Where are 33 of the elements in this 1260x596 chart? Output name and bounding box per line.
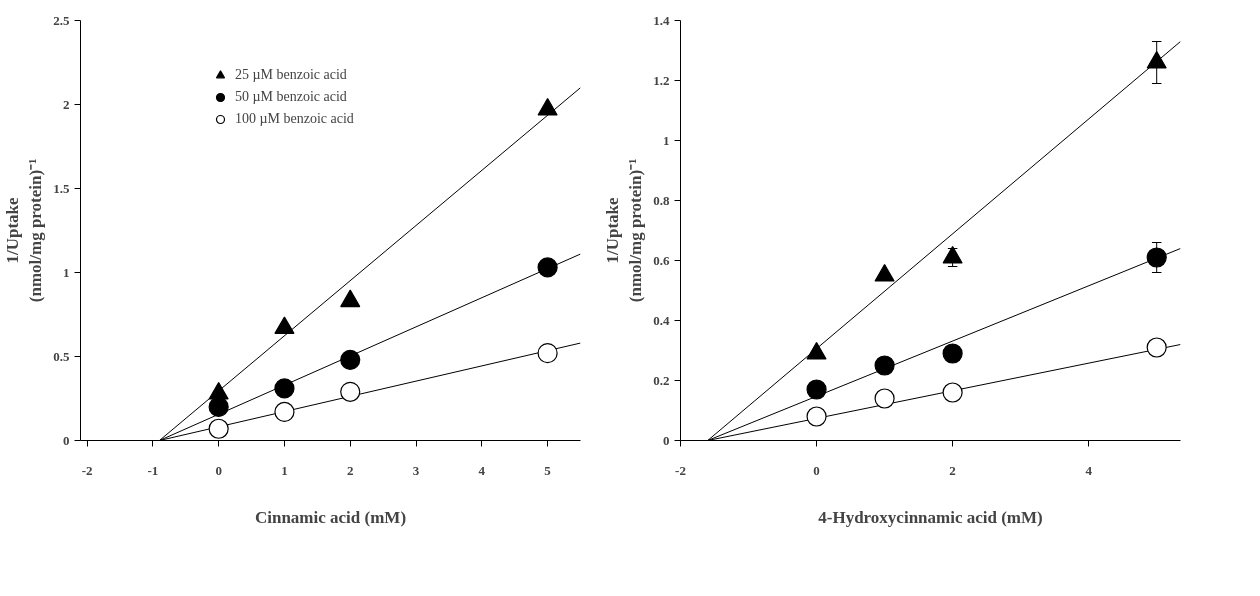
- y-tick-label: 1.2: [653, 72, 670, 88]
- x-tick-label: 4: [1085, 462, 1093, 478]
- y-tick-label: 0.4: [653, 312, 670, 328]
- x-tick-label: -2: [675, 462, 686, 478]
- x-tick-label: -2: [81, 462, 93, 478]
- y-tick-label: 1.5: [53, 180, 70, 196]
- y-tick-label: 0.8: [653, 192, 670, 208]
- x-tick-label: 3: [412, 462, 420, 478]
- y-axis-title: 1/Uptake (nmol/mg protein)⁻¹: [603, 158, 646, 303]
- y-axis-title: 1/Uptake (nmol/mg protein)⁻¹: [3, 158, 46, 303]
- y-tick-label: 0.2: [653, 372, 670, 388]
- x-tick-label: 1: [281, 462, 288, 478]
- x-tick-label: 2: [346, 462, 354, 478]
- y-tick-label: 0: [663, 432, 670, 448]
- y-tick-label: 0.6: [653, 252, 670, 268]
- y-tick-label: 0: [63, 432, 70, 448]
- x-tick-label: 0: [813, 462, 820, 478]
- x-axis-title: 4-Hydroxycinnamic acid (mM): [818, 507, 1043, 527]
- x-tick-label: 2: [949, 462, 956, 478]
- y-tick-label: 1: [63, 264, 70, 280]
- y-tick-label: 2: [63, 96, 70, 112]
- y-tick-label: 1: [663, 132, 670, 148]
- y-tick-label: 1.4: [653, 12, 670, 28]
- legend-label: 25 µM benzoic acid: [235, 66, 347, 84]
- legend-label: 50 µM benzoic acid: [235, 88, 347, 106]
- y-tick-label: 0.5: [53, 348, 70, 364]
- x-tick-label: 0: [215, 462, 222, 478]
- x-tick-label: -1: [147, 462, 159, 478]
- y-tick-label: 2.5: [53, 12, 70, 28]
- legend-label: 100 µM benzoic acid: [235, 110, 354, 128]
- x-axis-title: Cinnamic acid (mM): [254, 507, 407, 527]
- x-tick-label: 4: [478, 462, 486, 478]
- x-tick-label: 5: [544, 462, 552, 478]
